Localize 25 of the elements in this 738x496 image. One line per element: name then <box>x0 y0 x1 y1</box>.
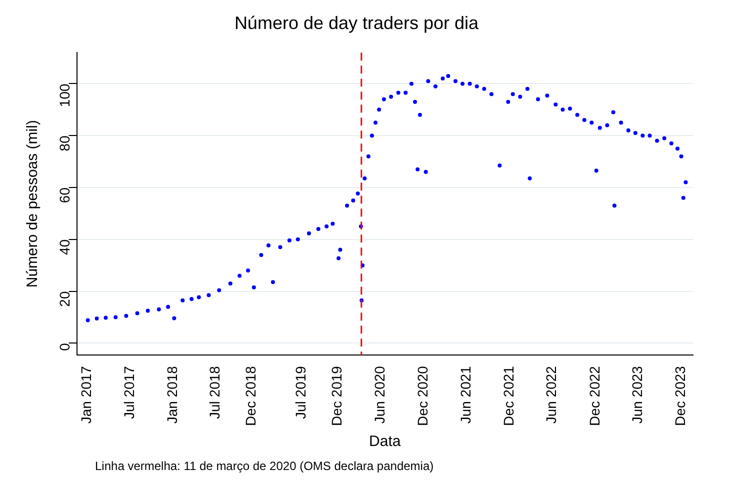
x-tick-label: Jun 2021 <box>457 366 474 424</box>
x-tick-label: Dec 2023 <box>672 366 688 426</box>
y-tick-label: 100 <box>56 84 73 108</box>
x-tick-label: Jul 2018 <box>206 366 223 420</box>
x-tick-label: Dec 2021 <box>500 366 516 426</box>
x-tick-label: Dec 2020 <box>414 366 431 426</box>
text: Linha vermelha: 11 de março de 2020 (OMS declara pandemia) <box>95 459 434 473</box>
x-axis-title: Data <box>369 433 402 450</box>
x-tick-label: Dec 2019 <box>328 366 344 426</box>
x-tick-label: Jul 2019 <box>292 366 308 420</box>
y-tick-label: 60 <box>56 187 73 204</box>
chart-title: Número de day traders por dia <box>234 12 480 33</box>
x-tick-label: Jun 2020 <box>372 366 388 424</box>
x-tick-label: Jun 2023 <box>629 366 646 424</box>
x-tick-label: Jan 2018 <box>164 366 180 424</box>
y-tick-label: 20 <box>56 291 73 307</box>
y-axis-title: Número de pessoas (mil) <box>24 120 42 288</box>
x-tick-label: Jun 2022 <box>543 366 560 424</box>
x-tick-label: Jan 2017 <box>78 366 94 424</box>
y-tick-label: 80 <box>56 135 73 152</box>
x-tick-label: Dec 2018 <box>242 366 259 426</box>
x-tick-label: Dec 2022 <box>586 366 602 426</box>
y-tick-label: 0 <box>56 342 73 351</box>
y-tick-label: 40 <box>56 239 73 255</box>
x-tick-label: Jul 2017 <box>120 366 137 420</box>
